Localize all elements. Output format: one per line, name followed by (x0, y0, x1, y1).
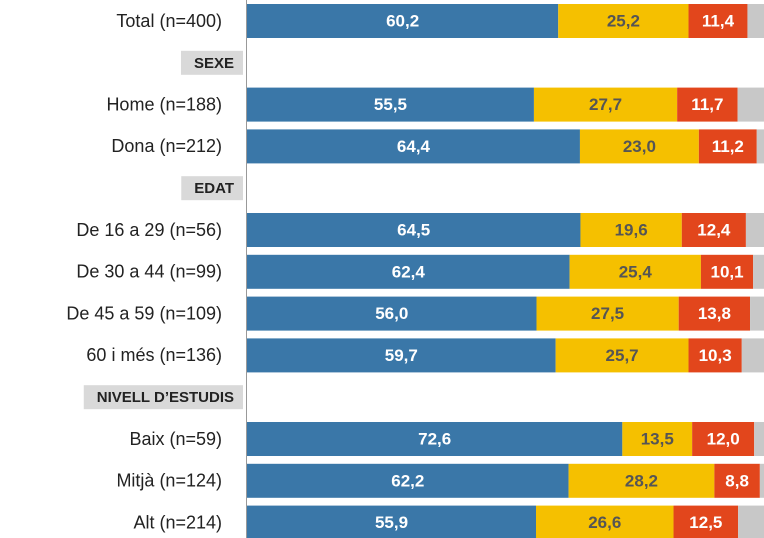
category-label: Home (n=188) (106, 94, 222, 114)
value-label: 12,0 (707, 429, 740, 448)
header-box (83, 385, 243, 410)
bar-segment (737, 87, 764, 122)
category-label: Baix (n=59) (129, 429, 222, 449)
group-header: EDAT (181, 176, 243, 201)
bar-segment (622, 422, 693, 456)
value-label: 8,8 (725, 471, 749, 490)
value-label: 27,7 (589, 95, 622, 114)
bar-segment (247, 422, 623, 456)
bar-segment (700, 254, 754, 289)
value-label: 26,6 (588, 513, 621, 532)
bar-segment (673, 505, 739, 538)
bar-segment (747, 4, 764, 38)
value-label: 12,5 (689, 513, 722, 532)
value-label: 11,7 (691, 95, 723, 114)
bar-segment (247, 505, 537, 538)
value-label: 62,2 (391, 471, 424, 490)
value-label: 10,1 (710, 262, 743, 281)
bar-segment (688, 4, 748, 38)
bar-segment (741, 338, 764, 373)
bar-segment (247, 4, 559, 38)
value-label: 13,8 (698, 304, 731, 323)
bar-segment (558, 4, 689, 38)
bar-segment (580, 213, 682, 247)
bar-segment (688, 338, 742, 373)
header-box (180, 50, 243, 75)
category-label: Mitjà (n=124) (116, 471, 222, 491)
value-label: 11,2 (712, 137, 744, 156)
bar-segment (677, 87, 738, 122)
bar-segment (698, 129, 757, 164)
value-label: 56,0 (375, 304, 408, 323)
bar-segment (753, 254, 764, 289)
bar-segment (247, 87, 534, 122)
value-label: 28,2 (625, 471, 658, 490)
bar-segment (247, 296, 537, 331)
value-label: 11,4 (702, 11, 735, 30)
value-label: 59,7 (385, 346, 418, 365)
value-label: 25,2 (607, 11, 640, 30)
bar-segment (738, 505, 764, 538)
bar-segment (247, 463, 569, 498)
value-label: 64,5 (397, 220, 430, 239)
bar-segment (714, 463, 760, 498)
category-label: De 45 a 59 (n=109) (66, 303, 222, 323)
group-header: SEXE (180, 50, 243, 75)
category-label: Dona (n=212) (111, 136, 222, 156)
group-header-label: NIVELL D’ESTUDIS (97, 389, 234, 406)
value-label: 55,9 (375, 513, 408, 532)
value-label: 12,4 (697, 220, 731, 239)
category-label: De 16 a 29 (n=56) (76, 220, 222, 240)
bar-segment (247, 129, 580, 164)
value-label: 60,2 (386, 11, 419, 30)
bar-segment (247, 254, 570, 289)
bar-segment (555, 338, 689, 373)
bar-segment (247, 213, 581, 247)
bar-segment (750, 296, 764, 331)
group-header: NIVELL D’ESTUDIS (83, 385, 243, 410)
bar-segment (536, 505, 674, 538)
value-label: 10,3 (699, 346, 732, 365)
bar-segment (754, 422, 764, 456)
value-label: 64,4 (397, 137, 431, 156)
category-label: Alt (n=214) (133, 512, 222, 532)
bar-segment (247, 338, 556, 373)
bar-segment (681, 213, 746, 247)
value-label: 19,6 (615, 220, 648, 239)
value-label: 62,4 (392, 262, 426, 281)
value-label: 25,4 (619, 262, 653, 281)
value-label: 23,0 (623, 137, 656, 156)
category-label: 60 i més (n=136) (86, 345, 222, 365)
value-label: 72,6 (418, 429, 451, 448)
value-label: 27,5 (591, 304, 624, 323)
bar-segment (759, 463, 764, 498)
group-header-label: EDAT (194, 180, 234, 197)
value-label: 55,5 (374, 95, 407, 114)
value-label: 13,5 (641, 429, 674, 448)
bar-segment (579, 129, 699, 164)
category-label: Total (n=400) (116, 11, 222, 31)
value-label: 25,7 (606, 346, 639, 365)
bar-segment (745, 213, 764, 247)
bar-segment (536, 296, 679, 331)
bar-segment (678, 296, 751, 331)
group-header-label: SEXE (194, 55, 234, 72)
header-box (181, 176, 243, 201)
bar-segment (756, 129, 764, 164)
bar-segment (692, 422, 755, 456)
bar-segment (568, 463, 715, 498)
category-label: De 30 a 44 (n=99) (76, 262, 222, 282)
bar-segment (569, 254, 701, 289)
bar-segment (533, 87, 678, 122)
